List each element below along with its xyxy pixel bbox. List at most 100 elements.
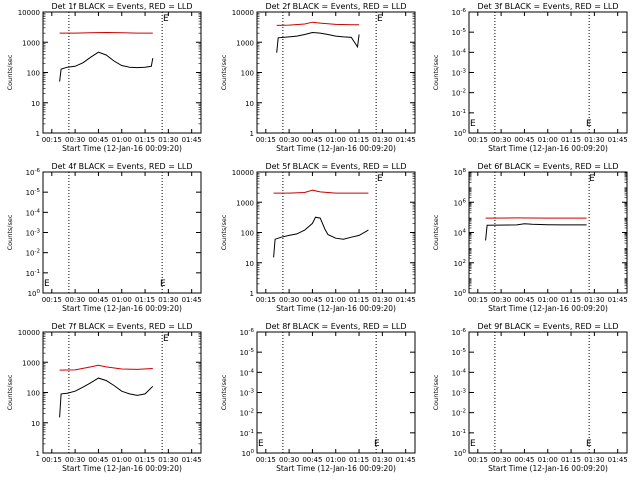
event-marker-label: E — [44, 279, 50, 289]
x-tick-label: 00:15 — [42, 456, 62, 464]
y-tick-label: 106 — [454, 198, 467, 207]
event-marker-label: E — [377, 14, 383, 24]
y-tick-label: 10-5 — [452, 348, 467, 357]
y-tick-label: 10000 — [18, 329, 40, 337]
series-line-events — [60, 52, 153, 81]
y-axis-label: Counts/sec — [6, 374, 14, 410]
x-tick-label: 01:45 — [182, 456, 202, 464]
y-tick-label: 10-6 — [26, 168, 41, 177]
x-tick-label: 01:45 — [396, 296, 416, 304]
y-tick-label: 100 — [241, 230, 254, 238]
y-tick-label: 10 — [31, 100, 40, 108]
x-tick-label: 00:15 — [256, 296, 276, 304]
plot-frame — [469, 172, 627, 293]
y-tick-label: 100 — [28, 289, 41, 298]
x-tick-label: 00:15 — [468, 456, 488, 464]
y-tick-label: 100 — [27, 70, 40, 78]
y-tick-label: 10-6 — [240, 328, 255, 337]
x-tick-label: 00:30 — [279, 456, 299, 464]
y-tick-label: 10-5 — [452, 28, 467, 37]
y-tick-label: 10-6 — [452, 328, 467, 337]
y-tick-label: 10-5 — [26, 188, 41, 197]
plot-frame — [43, 332, 201, 453]
y-axis-label: Counts/sec — [220, 214, 228, 250]
x-tick-label: 01:00 — [112, 136, 132, 144]
x-axis-label: Start Time (12-Jan-16 00:09:20) — [488, 144, 608, 153]
plot-frame — [257, 332, 415, 453]
x-tick-label: 00:15 — [42, 136, 62, 144]
x-tick-label: 00:30 — [491, 136, 511, 144]
y-tick-label: 10-4 — [26, 208, 41, 217]
x-tick-label: 01:30 — [372, 136, 392, 144]
event-marker-label: E — [163, 334, 169, 344]
y-tick-label: 1 — [250, 290, 254, 298]
plot-frame — [43, 172, 201, 293]
x-tick-label: 01:00 — [326, 456, 346, 464]
y-tick-label: 10-1 — [26, 269, 40, 278]
y-tick-label: 10-2 — [452, 89, 466, 98]
y-tick-label: 1 — [36, 130, 40, 138]
y-tick-label: 10-6 — [452, 8, 467, 17]
x-tick-label: 00:30 — [491, 296, 511, 304]
y-axis-label: Counts/sec — [220, 374, 228, 410]
plot-title: Det 7f BLACK = Events, RED = LLD — [51, 322, 192, 331]
plot-title: Det 2f BLACK = Events, RED = LLD — [265, 2, 406, 11]
y-axis-label: Counts/sec — [432, 214, 440, 250]
x-axis-label: Start Time (12-Jan-16 00:09:20) — [276, 304, 396, 313]
y-tick-label: 10-5 — [240, 348, 255, 357]
y-tick-label: 10-3 — [452, 69, 467, 78]
x-tick-label: 00:15 — [42, 296, 62, 304]
plot-panel-det7f: Det 7f BLACK = Events, RED = LLD 00:15 00:… — [6, 322, 202, 473]
x-tick-label: 01:30 — [584, 456, 604, 464]
series-line-lld — [60, 33, 153, 34]
event-marker-label: E — [470, 119, 476, 129]
event-marker-label: E — [377, 174, 383, 184]
x-tick-label: 01:45 — [608, 136, 628, 144]
y-tick-label: 10000 — [232, 169, 254, 177]
x-axis-label: Start Time (12-Jan-16 00:09:20) — [276, 144, 396, 153]
y-tick-label: 1000 — [236, 199, 254, 207]
series-line-lld — [277, 22, 359, 25]
y-tick-label: 100 — [241, 70, 254, 78]
y-tick-label: 1 — [250, 130, 254, 138]
y-tick-label: 10-3 — [452, 389, 467, 398]
series-line-lld — [274, 190, 369, 193]
x-tick-label: 01:00 — [326, 296, 346, 304]
x-axis-label: Start Time (12-Jan-16 00:09:20) — [488, 304, 608, 313]
x-tick-label: 01:00 — [538, 136, 558, 144]
x-tick-label: 00:45 — [514, 296, 534, 304]
x-tick-label: 01:15 — [561, 136, 581, 144]
series-line-events — [277, 33, 359, 53]
x-tick-label: 00:45 — [88, 456, 108, 464]
event-marker-label: E — [586, 439, 592, 449]
series-line-lld — [60, 365, 153, 370]
x-tick-label: 01:00 — [538, 296, 558, 304]
y-tick-label: 100 — [454, 289, 467, 298]
y-axis-label: Counts/sec — [432, 374, 440, 410]
y-tick-label: 10 — [31, 420, 40, 428]
x-tick-label: 01:30 — [584, 296, 604, 304]
series-line-events — [486, 224, 587, 241]
x-tick-label: 01:30 — [372, 296, 392, 304]
x-tick-label: 00:30 — [65, 136, 85, 144]
y-tick-label: 10-1 — [240, 429, 254, 438]
event-marker-label: E — [589, 174, 595, 184]
x-tick-label: 01:45 — [396, 456, 416, 464]
plot-title: Det 4f BLACK = Events, RED = LLD — [51, 162, 192, 171]
x-tick-label: 01:15 — [135, 136, 155, 144]
y-tick-label: 10-3 — [240, 389, 255, 398]
x-tick-label: 01:30 — [158, 136, 178, 144]
y-tick-label: 10-4 — [452, 48, 467, 57]
plot-frame — [469, 332, 627, 453]
event-marker-label: E — [470, 439, 476, 449]
y-tick-label: 102 — [454, 259, 466, 268]
y-tick-label: 10 — [245, 260, 254, 268]
